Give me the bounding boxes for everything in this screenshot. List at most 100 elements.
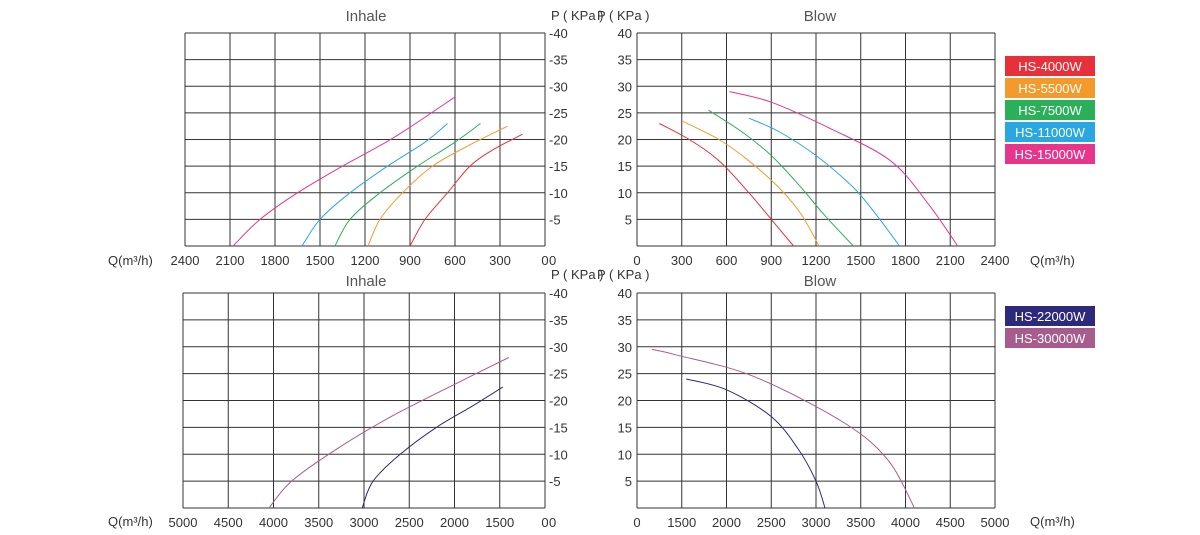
x-tick-label: 1200 — [802, 253, 831, 268]
x-axis-label: Q(m³/h) — [108, 253, 153, 268]
x-tick-label: 0 — [541, 253, 548, 268]
x-tick-label: 2000 — [712, 515, 741, 530]
legend-swatch — [1005, 306, 1095, 326]
y-tick-label: 35 — [618, 53, 632, 68]
series-line-hs-7500w — [708, 109, 854, 247]
x-tick-label: 1800 — [891, 253, 920, 268]
chart-title: Inhale — [346, 273, 387, 290]
y-tick-label: -35 — [549, 313, 568, 328]
y-tick-label: -25 — [549, 106, 568, 121]
top-blow-chart: Blow P ( KPa ) Q(m³/h) 0 300 600 900 1200 1500 18… — [597, 8, 1075, 268]
x-tick-label: 5000 — [169, 515, 198, 530]
chart-title: Inhale — [346, 8, 387, 25]
legend-label: HS-11000W — [1015, 125, 1086, 140]
bottom-blow-chart: Blow P ( KPa ) Q(m³/h) 0 1500 2000 2500 3000 350… — [597, 267, 1075, 530]
x-tick-label: 2000 — [440, 515, 469, 530]
y-tick-label: 10 — [618, 447, 632, 462]
y-tick-label: -35 — [549, 53, 568, 68]
x-tick-label: 1500 — [667, 515, 696, 530]
x-tick-label: 2400 — [981, 253, 1010, 268]
series-line-hs-4000w — [659, 123, 794, 247]
x-axis-label: Q(m³/h) — [108, 514, 153, 529]
legend-bottom: HS-22000W HS-30000W — [1005, 306, 1095, 348]
series-line-hs-5500w — [367, 125, 508, 247]
y-tick-label: 5 — [625, 474, 632, 489]
y-tick-zero: 0 — [549, 515, 556, 530]
x-axis-label: Q(m³/h) — [1030, 514, 1075, 529]
series-line-hs-11000w — [748, 117, 900, 247]
bottom-inhale-chart: Inhale P ( KPa ) Q(m³/h) 5000 4500 4000 3500 30… — [108, 267, 604, 530]
x-tick-label: 900 — [399, 253, 421, 268]
y-tick-label: -20 — [549, 133, 568, 148]
x-tick-label: 1500 — [306, 253, 335, 268]
series-line-hs-15000w — [729, 91, 959, 247]
y-tick-label: 15 — [618, 159, 632, 174]
y-tick-label: 5 — [625, 212, 632, 227]
x-tick-label: 600 — [716, 253, 738, 268]
x-axis-label: Q(m³/h) — [1030, 253, 1075, 268]
y-tick-label: 25 — [618, 367, 632, 382]
y-tick-label: -15 — [549, 420, 568, 435]
x-tick-label: 4500 — [214, 515, 243, 530]
y-tick-label: -20 — [549, 394, 568, 409]
legend-top: HS-4000W HS-5500W HS-7500W HS-11000W HS-1500… — [1005, 56, 1095, 164]
x-tick-label: 2400 — [171, 253, 200, 268]
chart-title: Blow — [804, 273, 837, 290]
x-tick-label: 0 — [633, 515, 640, 530]
x-tick-label: 2100 — [216, 253, 245, 268]
y-tick-label: 15 — [618, 420, 632, 435]
y-tick-label: -10 — [549, 447, 568, 462]
x-tick-label: 300 — [489, 253, 511, 268]
y-tick-label: -40 — [549, 26, 568, 41]
legend-swatch — [1005, 78, 1095, 98]
series-line-hs-22000w — [361, 386, 504, 509]
y-axis-label: P ( KPa ) — [597, 267, 650, 282]
chart-title: Blow — [804, 8, 837, 25]
x-tick-label: 0 — [633, 253, 640, 268]
y-tick-label: -10 — [549, 186, 568, 201]
legend-label: HS-15000W — [1015, 147, 1087, 162]
legend-swatch — [1005, 56, 1095, 76]
y-tick-label: 10 — [618, 186, 632, 201]
legend-swatch — [1005, 122, 1095, 142]
y-tick-label: -25 — [549, 367, 568, 382]
y-axis-label: P ( KPa ) — [551, 8, 604, 23]
series-line-hs-30000w — [268, 357, 510, 509]
x-tick-label: 4000 — [891, 515, 920, 530]
x-tick-label: 1500 — [846, 253, 875, 268]
x-tick-label: 4000 — [259, 515, 288, 530]
y-tick-label: 40 — [618, 286, 632, 301]
y-tick-zero: 0 — [549, 253, 556, 268]
y-tick-label: 30 — [618, 340, 632, 355]
x-tick-label: 600 — [444, 253, 466, 268]
y-tick-label: -40 — [549, 286, 568, 301]
y-tick-label: -30 — [549, 79, 568, 94]
series-line-hs-11000w — [301, 123, 448, 247]
x-tick-label: 300 — [671, 253, 693, 268]
y-tick-label: -5 — [549, 212, 561, 227]
x-tick-label: 2100 — [936, 253, 965, 268]
x-tick-label: 3500 — [304, 515, 333, 530]
x-tick-label: 1500 — [485, 515, 514, 530]
legend-swatch — [1005, 328, 1095, 348]
y-axis-label: P ( KPa ) — [551, 267, 604, 282]
legend-label: HS-30000W — [1015, 331, 1087, 346]
x-tick-label: 1200 — [351, 253, 380, 268]
y-tick-label: 35 — [618, 313, 632, 328]
y-axis-label: P ( KPa ) — [597, 8, 650, 23]
x-tick-label: 4500 — [936, 515, 965, 530]
legend-label: HS-22000W — [1015, 309, 1087, 324]
y-tick-label: 20 — [618, 394, 632, 409]
series-line-hs-7500w — [334, 123, 481, 247]
y-tick-label: 40 — [618, 26, 632, 41]
series-line-hs-30000w — [651, 348, 915, 509]
legend-label: HS-5500W — [1018, 81, 1082, 96]
legend-label: HS-7500W — [1018, 103, 1082, 118]
x-tick-label: 2500 — [757, 515, 786, 530]
x-tick-label: 1800 — [261, 253, 290, 268]
top-inhale-chart: Inhale P ( KPa ) Q(m³/h) 2400 2100 1800 1500 12… — [108, 8, 604, 268]
x-tick-label: 0 — [541, 515, 548, 530]
y-tick-label: -5 — [549, 474, 561, 489]
legend-swatch — [1005, 100, 1095, 120]
